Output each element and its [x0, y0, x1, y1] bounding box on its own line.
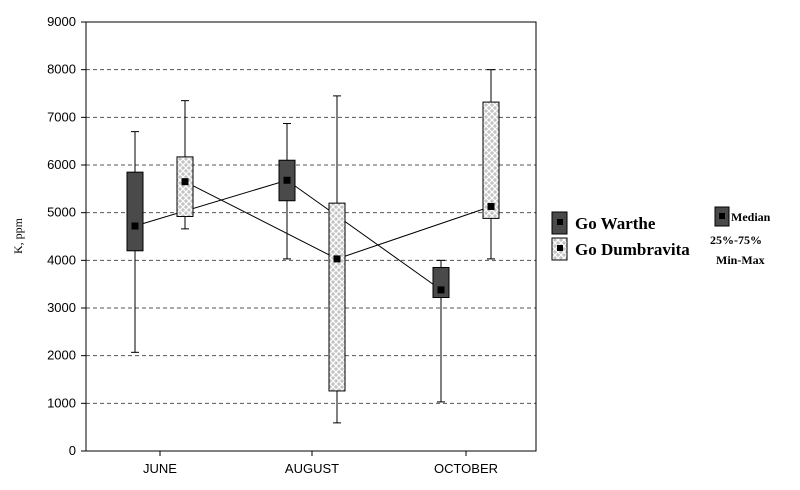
x-tick-label: JUNE	[143, 461, 177, 476]
box-go-dumbravita-june	[176, 156, 194, 217]
legend-swatch-marker	[557, 245, 563, 251]
y-axis-label: K, ppm	[11, 217, 25, 254]
x-tick-label: OCTOBER	[434, 461, 498, 476]
plot-frame	[85, 21, 537, 452]
x-tick-label: AUGUST	[285, 461, 339, 476]
legend-label-go-dumbravita: Go Dumbravita	[575, 240, 690, 259]
grid-lines	[86, 69, 536, 404]
median-marker-go-dumbravita-june	[181, 178, 189, 186]
key-whisker-label: Min-Max	[716, 253, 765, 267]
legend: Go Warthe Go Dumbravita	[551, 211, 690, 261]
median-marker-go-dumbravita-august	[333, 255, 341, 263]
legend-label-go-warthe: Go Warthe	[575, 214, 656, 233]
median-marker-go-dumbravita-october	[487, 202, 495, 210]
box-go-warthe-october	[432, 266, 450, 299]
x-axis: JUNE AUGUST OCTOBER	[143, 451, 498, 476]
y-tick-label: 3000	[47, 300, 76, 315]
y-tick-label: 4000	[47, 252, 76, 267]
legend-swatch-marker	[557, 219, 563, 225]
key-median-label: Median	[731, 210, 771, 224]
y-tick-label: 8000	[47, 62, 76, 77]
key-median-marker	[719, 213, 725, 219]
y-tick-label: 0	[69, 443, 76, 458]
y-tick-label: 9000	[47, 14, 76, 29]
y-tick-label: 7000	[47, 109, 76, 124]
y-tick-label: 1000	[47, 395, 76, 410]
median-marker-go-warthe-august	[283, 176, 291, 184]
box-go-dumbravita-august	[328, 202, 346, 392]
box-series	[126, 69, 500, 424]
box-key: Median 25%-75% Min-Max	[710, 206, 771, 267]
box-go-dumbravita-october	[482, 101, 500, 219]
y-axis: 0 1000 2000 3000 4000 5000 6000 7000 8000 9000	[47, 14, 86, 458]
key-box-label: 25%-75%	[710, 233, 762, 247]
y-tick-label: 2000	[47, 348, 76, 363]
median-marker-go-warthe-june	[131, 222, 139, 230]
median-marker-go-warthe-october	[437, 286, 445, 294]
y-tick-label: 5000	[47, 205, 76, 220]
box-go-warthe-june	[126, 171, 144, 252]
y-tick-label: 6000	[47, 157, 76, 172]
